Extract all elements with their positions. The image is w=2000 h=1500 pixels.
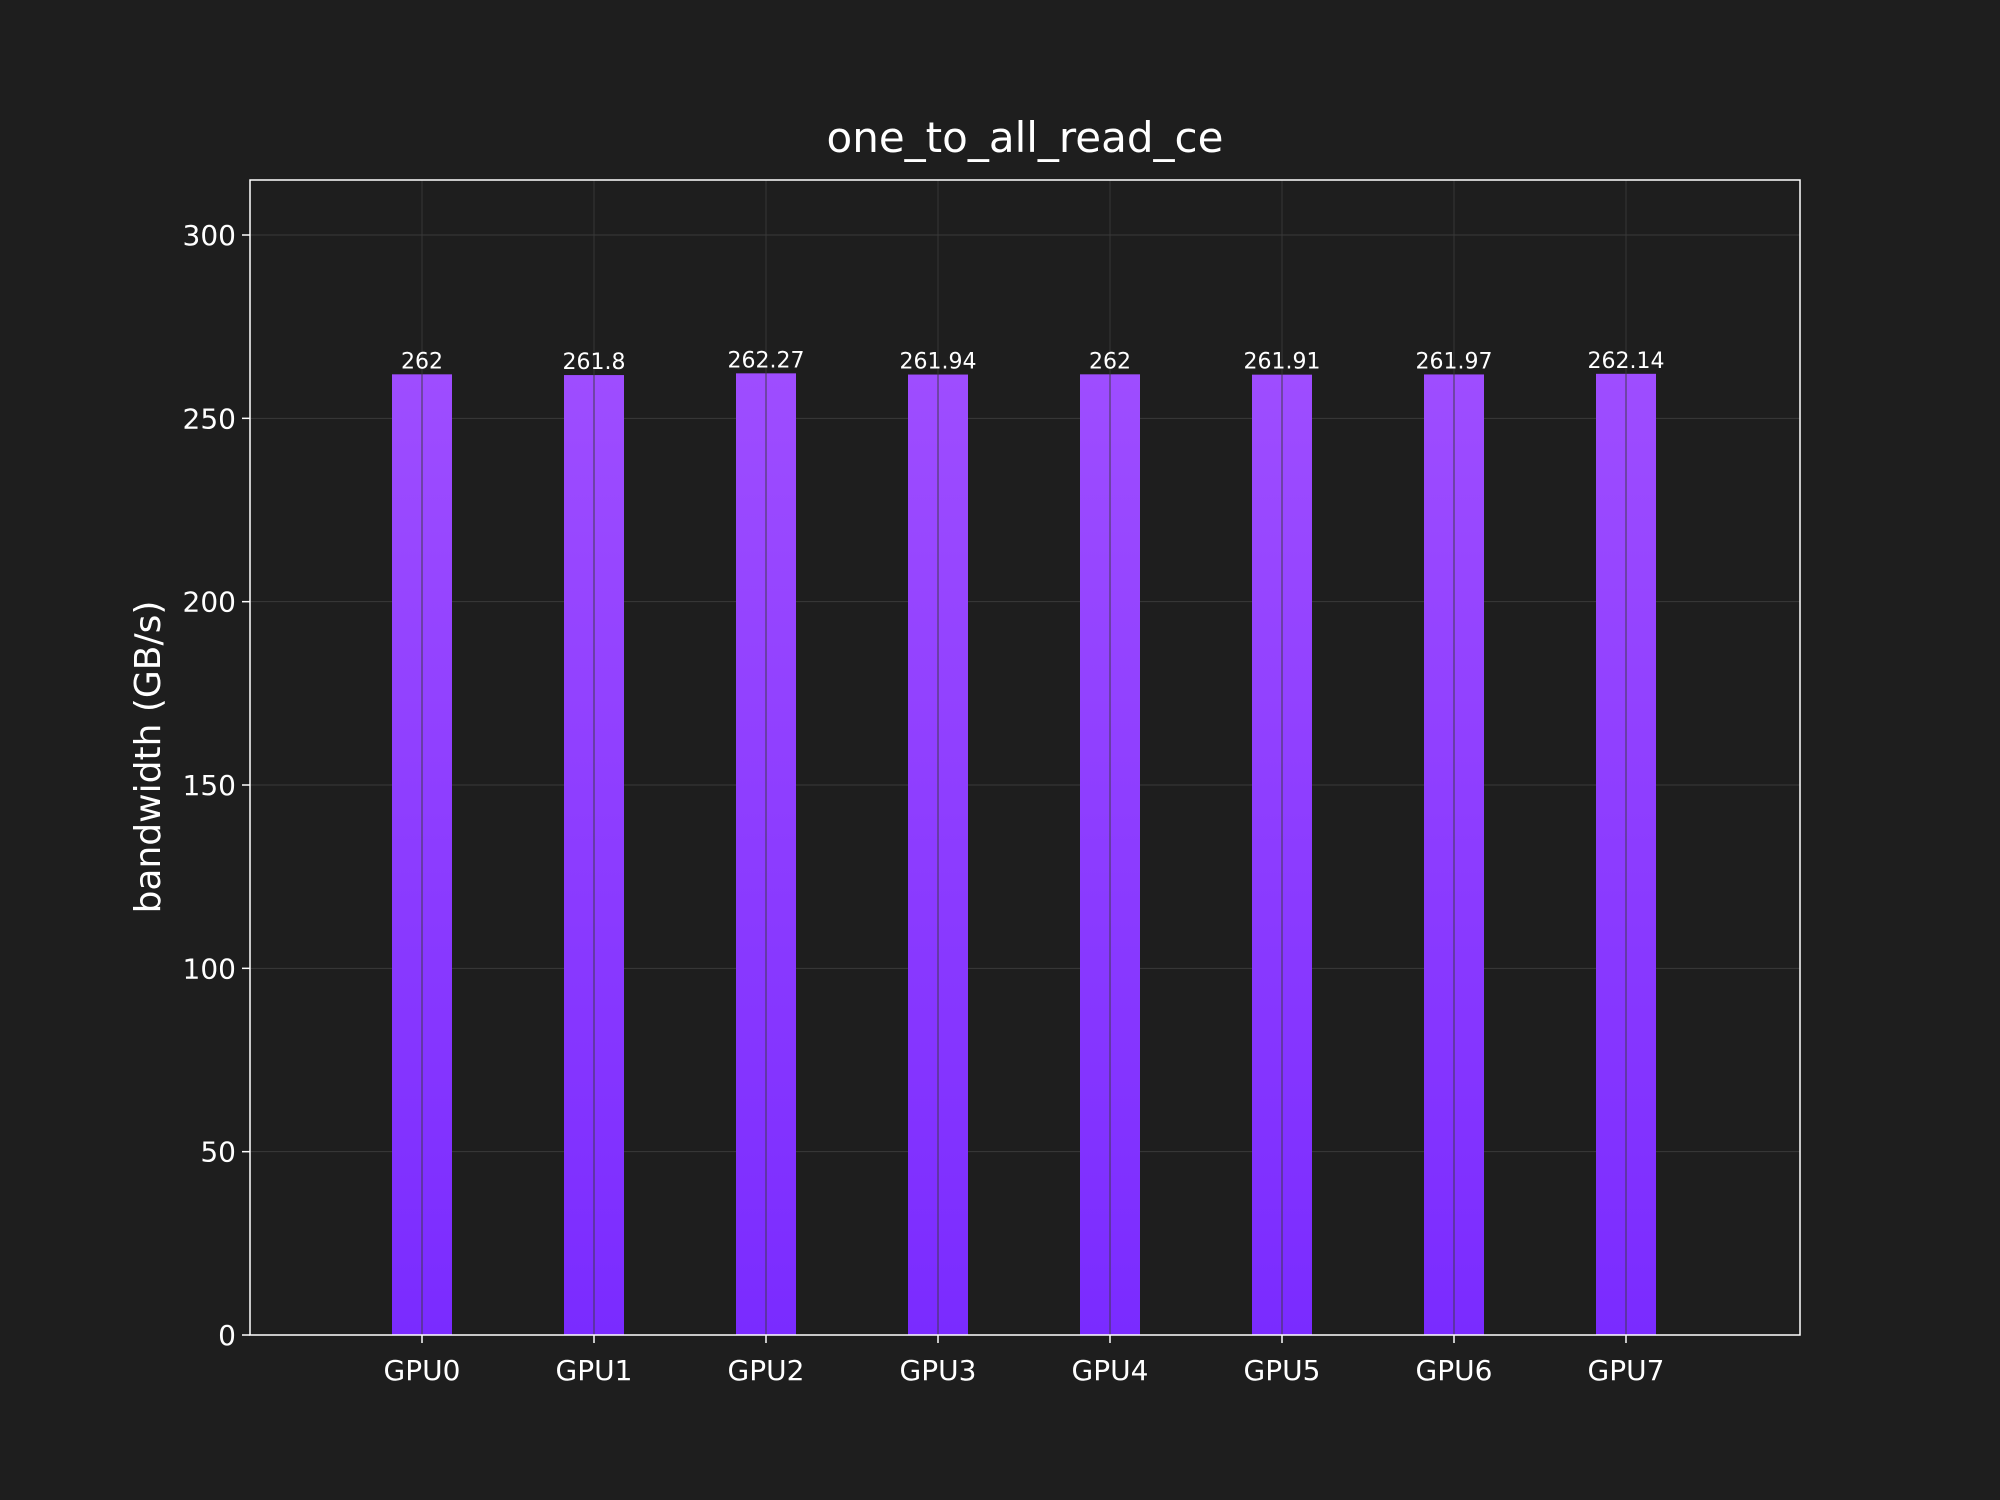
- y-tick-label: 100: [183, 952, 236, 985]
- grid-lines: [250, 234, 1800, 1336]
- y-tick-label: 150: [183, 769, 236, 802]
- y-tick-label: 200: [183, 586, 236, 619]
- y-tick-label: 250: [183, 402, 236, 435]
- x-tick-label: GPU4: [1072, 1354, 1149, 1387]
- bar-value-label: 261.8: [563, 350, 626, 375]
- vertical-grid-lines: [421, 180, 1627, 1335]
- chart-title: one_to_all_read_ce: [827, 113, 1224, 162]
- bar-value-label: 261.94: [900, 350, 977, 375]
- axes-frame: [249, 179, 1801, 1336]
- bar-value-label: 261.97: [1416, 349, 1493, 374]
- bar-value-label: 262.14: [1588, 349, 1665, 374]
- x-tick-label: GPU6: [1416, 1354, 1493, 1387]
- x-tick-label: GPU7: [1588, 1354, 1665, 1387]
- x-tick-label: GPU1: [556, 1354, 633, 1387]
- bar-value-label: 262: [401, 349, 443, 374]
- bar-value-label: 261.91: [1244, 350, 1321, 375]
- y-ticks: 0 50 100 150 200 250 300: [183, 219, 250, 1352]
- x-tick-label: GPU3: [900, 1354, 977, 1387]
- x-tick-label: GPU2: [728, 1354, 805, 1387]
- bar-value-label: 262: [1089, 349, 1131, 374]
- bars: [392, 373, 1656, 1336]
- x-tick-label: GPU5: [1244, 1354, 1321, 1387]
- x-ticks: GPU0 GPU1 GPU2 GPU3 GPU4 GPU5 GPU6 GPU7: [384, 1335, 1665, 1387]
- y-tick-label: 50: [200, 1136, 236, 1169]
- y-tick-label: 300: [183, 219, 236, 252]
- data-labels: 262 261.8 262.27 261.94 262 261.91 261.97 262.1…: [401, 348, 1664, 375]
- y-axis-label: bandwidth (GB/s): [128, 601, 169, 914]
- x-tick-label: GPU0: [384, 1354, 461, 1387]
- y-tick-label: 0: [218, 1319, 236, 1352]
- bar-value-label: 262.27: [728, 348, 805, 373]
